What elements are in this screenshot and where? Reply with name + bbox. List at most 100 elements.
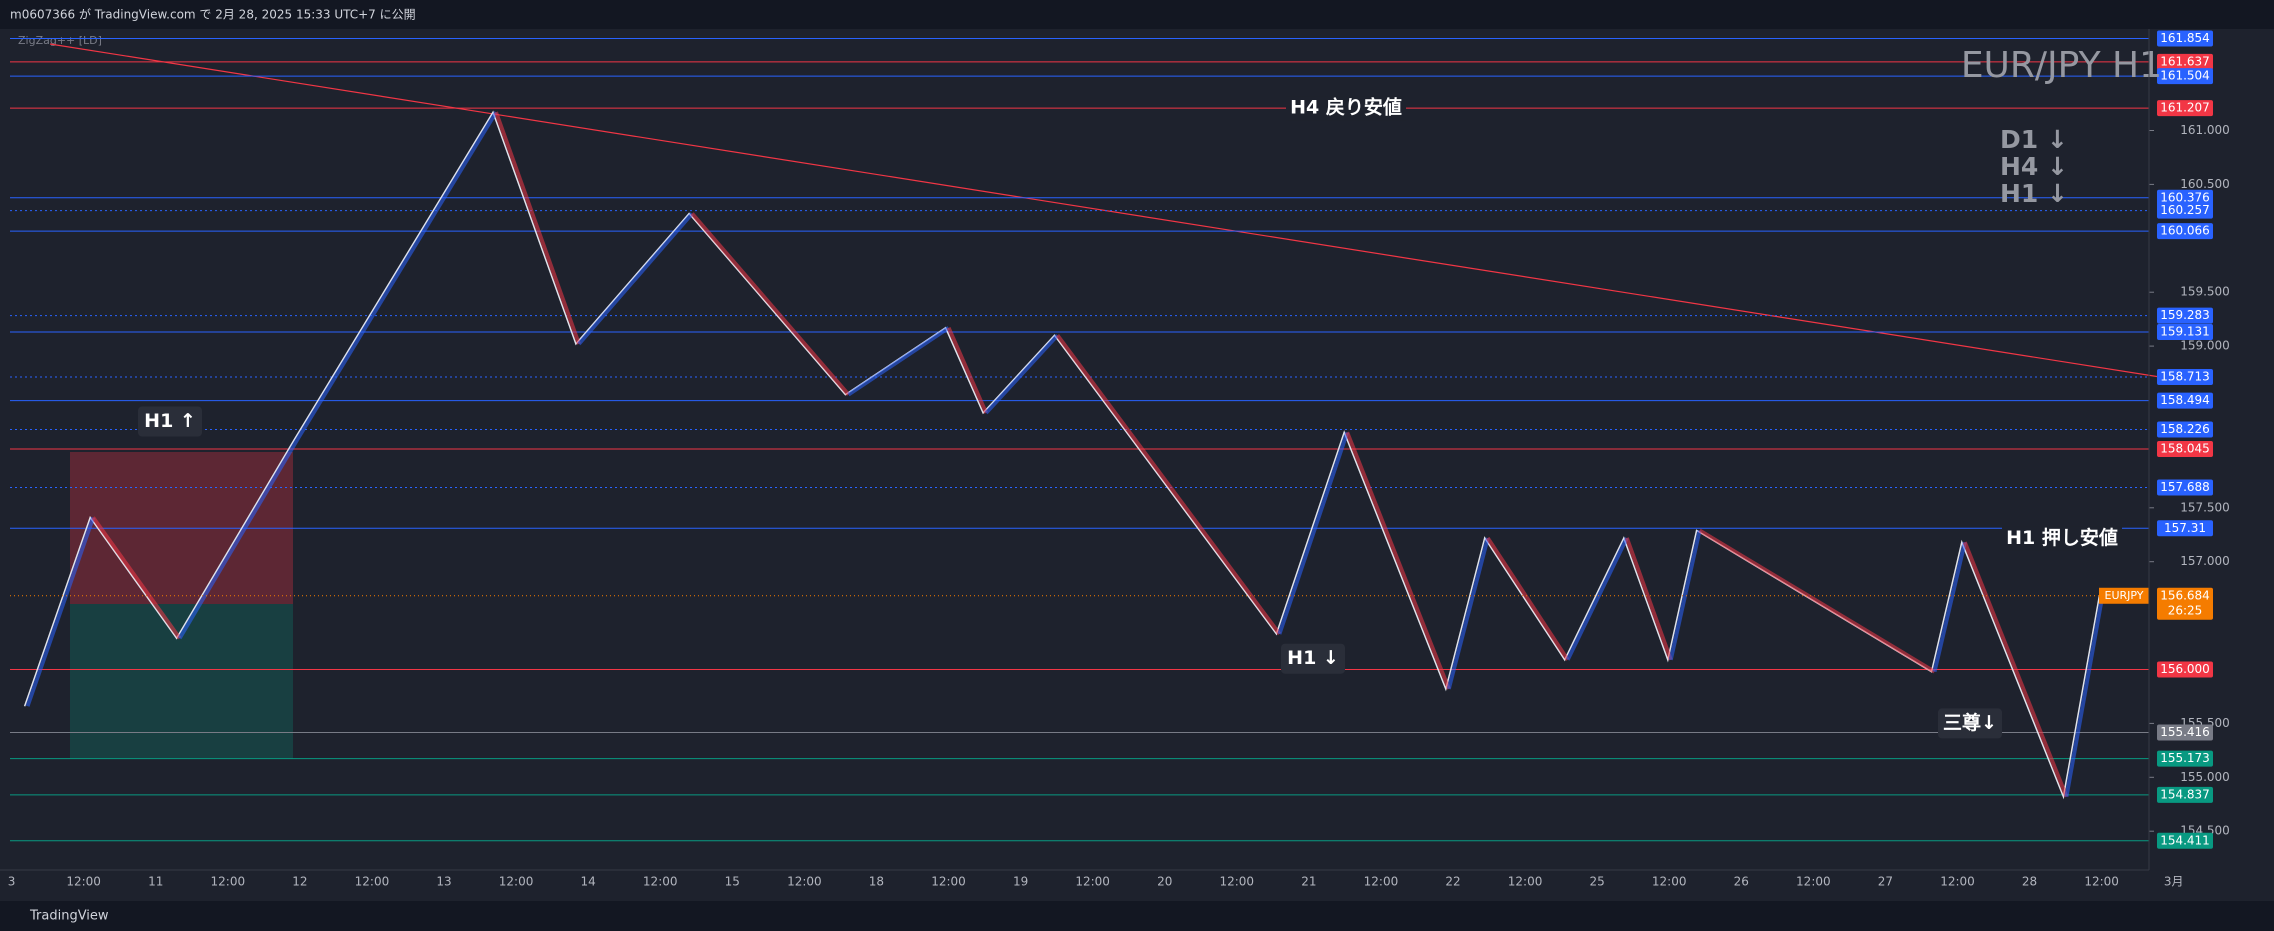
price-tick-label: 159.000 bbox=[2180, 339, 2230, 353]
price-badge bbox=[2157, 520, 2213, 537]
annotation: 三尊↓ bbox=[1943, 711, 1997, 734]
price-swing bbox=[984, 333, 1059, 415]
price-swing bbox=[494, 111, 581, 345]
time-tick-label: 13 bbox=[436, 875, 451, 889]
price-swing bbox=[1486, 536, 1570, 661]
symbol-badge bbox=[2099, 587, 2149, 604]
annotation: H1 ↑ bbox=[144, 410, 196, 432]
indicator-label: ZigZag++ [LD] bbox=[18, 34, 102, 47]
time-tick-label: 12:00 bbox=[1364, 875, 1399, 889]
time-tick-label: 19 bbox=[1013, 875, 1028, 889]
countdown-label: 26:25 bbox=[2168, 603, 2203, 617]
symbol-title: EUR/JPY H1 bbox=[1961, 45, 2162, 86]
price-badge bbox=[2157, 661, 2213, 678]
annotation-box bbox=[1938, 708, 2002, 739]
zigzag-line bbox=[23, 110, 2101, 800]
time-tick-label: 21 bbox=[1301, 875, 1316, 889]
time-tick-label: 12:00 bbox=[1508, 875, 1543, 889]
trend-item: H4 ↓ bbox=[2000, 152, 2068, 181]
price-badge bbox=[2157, 68, 2213, 85]
price-badge bbox=[2157, 832, 2213, 849]
price-swing bbox=[2064, 594, 2105, 798]
time-tick-label: 20 bbox=[1157, 875, 1172, 889]
price-badge bbox=[2157, 323, 2213, 340]
price-badge bbox=[2157, 202, 2213, 219]
time-tick-label: 14 bbox=[581, 875, 596, 889]
price-swing bbox=[1345, 431, 1451, 690]
price-swing bbox=[177, 438, 299, 640]
time-tick-label: 11 bbox=[148, 875, 163, 889]
time-tick-label: 12:00 bbox=[787, 875, 822, 889]
price-badge-label: 157.688 bbox=[2160, 480, 2210, 494]
price-badge bbox=[2157, 30, 2213, 47]
time-tick-label: 12:00 bbox=[355, 875, 390, 889]
price-badge bbox=[2157, 223, 2213, 240]
price-tick-label: 157.000 bbox=[2180, 554, 2230, 568]
price-swing bbox=[1055, 334, 1282, 636]
trend-item: D1 ↓ bbox=[2000, 125, 2068, 154]
time-tick-label: 27 bbox=[1878, 875, 1893, 889]
price-swing bbox=[295, 111, 498, 441]
price-badge-label: 160.376 bbox=[2160, 190, 2210, 204]
price-badge bbox=[2157, 307, 2213, 324]
header-text: m0607366 が TradingView.com で 2月 28, 2025… bbox=[10, 7, 416, 22]
time-tick-label: 12:00 bbox=[1652, 875, 1687, 889]
price-badge bbox=[2157, 479, 2213, 496]
time-tick-label: 3月 bbox=[2164, 875, 2184, 889]
time-tick-label: 12:00 bbox=[499, 875, 534, 889]
price-badge-label: 159.283 bbox=[2160, 308, 2210, 322]
time-tick-label: 12:00 bbox=[1075, 875, 1110, 889]
header-bar bbox=[0, 0, 2274, 29]
price-badge bbox=[2157, 421, 2213, 438]
time-tick-label: 12:00 bbox=[66, 875, 101, 889]
price-badge-label: 156.000 bbox=[2160, 662, 2210, 676]
price-badge-label: 158.494 bbox=[2160, 393, 2210, 407]
price-badge bbox=[2157, 441, 2213, 458]
price-badge-label: 161.854 bbox=[2160, 31, 2210, 45]
price-swing bbox=[1962, 541, 2069, 798]
annotation: H1 ↓ bbox=[1287, 647, 1339, 669]
price-swing bbox=[946, 326, 988, 414]
price-badge-label: 160.066 bbox=[2160, 224, 2210, 238]
price-badge bbox=[2157, 100, 2213, 117]
price-tick-label: 160.500 bbox=[2180, 177, 2230, 191]
annotation-bg bbox=[1286, 96, 1406, 121]
footer-bar bbox=[0, 901, 2274, 931]
time-tick-label: 22 bbox=[1445, 875, 1460, 889]
annotation: H1 押し安値 bbox=[2006, 526, 2118, 549]
annotation-bg bbox=[2002, 526, 2122, 551]
time-tick-label: 12:00 bbox=[211, 875, 246, 889]
time-tick-label: 12:00 bbox=[1219, 875, 1254, 889]
last-price-badge bbox=[2157, 587, 2213, 620]
price-tick-label: 161.000 bbox=[2180, 123, 2230, 137]
price-swing bbox=[1624, 537, 1673, 661]
price-swing bbox=[25, 516, 96, 707]
price-tick-label: 155.000 bbox=[2180, 770, 2230, 784]
time-tick-label: 12:00 bbox=[1940, 875, 1975, 889]
price-badge bbox=[2157, 786, 2213, 803]
price-swing bbox=[1277, 431, 1350, 635]
price-badge-label: 155.416 bbox=[2160, 725, 2210, 739]
price-badge bbox=[2157, 392, 2213, 409]
price-badge bbox=[2157, 369, 2213, 386]
time-tick-label: 26 bbox=[1734, 875, 1749, 889]
time-tick-label: 12:00 bbox=[931, 875, 966, 889]
annotation-box bbox=[1281, 643, 1345, 674]
price-badge-label: 159.131 bbox=[2160, 324, 2210, 338]
price-badge-label: 157.31 bbox=[2164, 521, 2206, 535]
time-tick-label: 25 bbox=[1589, 875, 1604, 889]
price-swing bbox=[847, 326, 950, 397]
price-badge-label: 161.637 bbox=[2160, 54, 2210, 68]
price-badge bbox=[2157, 53, 2213, 70]
price-badge bbox=[2157, 189, 2213, 206]
price-swing bbox=[1698, 528, 1936, 674]
price-badge-label: 158.045 bbox=[2160, 442, 2210, 456]
price-swing bbox=[690, 212, 850, 396]
price-swing bbox=[91, 516, 182, 640]
price-swing bbox=[1446, 537, 1490, 690]
annotation-box bbox=[138, 406, 202, 437]
price-tick-label: 157.500 bbox=[2180, 500, 2230, 514]
time-tick-label: 18 bbox=[869, 875, 884, 889]
price-badge-label: 161.504 bbox=[2160, 69, 2210, 83]
